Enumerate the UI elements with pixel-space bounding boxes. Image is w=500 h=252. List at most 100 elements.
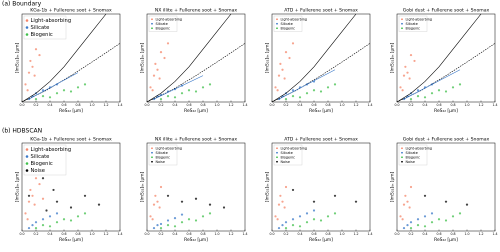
point (451, 215, 455, 218)
legend-label: Silicate (281, 22, 293, 26)
legend-marker (401, 160, 403, 163)
x-tick-label: 0.2 (408, 232, 413, 236)
legend-label: Silicate (31, 25, 50, 31)
point (27, 200, 31, 203)
legend-marker (151, 18, 153, 21)
x-tick-label: 0.4 (297, 232, 302, 236)
x-axis-label: ReS₂₂ [μm] (184, 108, 208, 114)
x-tick-label: 0.8 (450, 103, 455, 107)
point (276, 89, 279, 92)
point (284, 185, 288, 189)
point (298, 96, 302, 99)
point (159, 185, 163, 189)
x-tick-label: 0.4 (422, 232, 427, 236)
legend-label: Silicate (406, 151, 418, 155)
legend-label: Light-absorbing (281, 17, 308, 21)
legend-label: Silicate (156, 22, 168, 26)
x-tick-label: 0.2 (408, 103, 413, 107)
point (423, 96, 427, 99)
point (284, 97, 288, 101)
point (152, 74, 156, 77)
x-tick-label: 1.0 (464, 232, 469, 236)
point (208, 212, 212, 215)
x-tick-label: 0.0 (394, 232, 399, 236)
x-tick-label: 0.8 (325, 232, 330, 236)
point (279, 194, 282, 197)
legend-marker (25, 155, 29, 158)
point (409, 97, 413, 101)
legend-marker (151, 27, 153, 30)
point (283, 77, 286, 80)
point (152, 226, 156, 230)
legend-box (398, 144, 428, 166)
point (284, 226, 288, 230)
x-tick-label: 1.0 (214, 232, 219, 236)
x-tick-label: 0.2 (283, 232, 288, 236)
panel-title: ATD + Fullerene soot + Snomax (284, 137, 358, 143)
point (83, 83, 87, 86)
point (76, 86, 80, 89)
point (152, 203, 156, 206)
point (404, 65, 407, 68)
point (451, 86, 455, 89)
point (354, 200, 358, 203)
point (401, 89, 404, 92)
point (406, 224, 409, 227)
point (159, 51, 163, 54)
boundary-line (153, 75, 204, 100)
point (45, 209, 48, 212)
x-tick-label: 0.2 (33, 103, 38, 107)
point (333, 212, 337, 215)
legend-marker (401, 22, 403, 25)
legend-label: Biogenic (281, 26, 296, 30)
legend-label: Biogenic (156, 26, 171, 30)
x-tick-label: 1.0 (89, 103, 94, 107)
x-tick-label: 1.0 (464, 103, 469, 107)
legend-marker (151, 160, 153, 163)
boundary-line (403, 69, 461, 100)
point (409, 221, 413, 224)
point (83, 212, 87, 215)
x-tick-label: 0.4 (47, 232, 52, 236)
x-tick-label: 0.8 (75, 103, 80, 107)
legend-marker (25, 148, 29, 151)
point (173, 96, 177, 99)
legend-label: Biogenic (281, 155, 296, 159)
point (430, 212, 434, 215)
point (319, 219, 323, 222)
x-tick-label: 0.8 (450, 232, 455, 236)
x-tick-label: 0.8 (325, 103, 330, 107)
y-axis-label: [ImS₂₂]ₗᵢₙ [μm] (140, 171, 146, 202)
x-tick-label: 0.2 (158, 103, 163, 107)
point (62, 89, 66, 92)
x-tick-label: 0.4 (172, 232, 177, 236)
point (163, 56, 166, 60)
point (166, 42, 170, 45)
x-tick-label: 0.8 (200, 232, 205, 236)
x-tick-label: 0.6 (61, 232, 66, 236)
legend-marker (151, 151, 153, 154)
point (277, 74, 281, 77)
point (27, 226, 31, 230)
point (187, 89, 191, 92)
point (31, 194, 34, 197)
point (34, 177, 38, 180)
x-tick-label: 0.4 (422, 103, 427, 107)
legend-label: Light-absorbing (406, 146, 433, 150)
boundary-line (278, 69, 336, 100)
point (31, 65, 34, 68)
point (201, 215, 205, 218)
x-tick-label: 1.2 (103, 232, 108, 236)
legend-marker (151, 147, 153, 150)
boundary-line (396, 13, 482, 103)
point (298, 215, 302, 218)
point (444, 219, 448, 222)
point (305, 221, 309, 224)
x-axis-label: ReS₂₂ [μm] (309, 237, 333, 243)
point (326, 215, 330, 218)
x-tick-label: 1.4 (367, 232, 372, 236)
x-tick-label: 1.4 (242, 103, 247, 107)
panel: ATD + Fullerene soot + Snomax 0.0 0.2 0.4 0.… (265, 137, 373, 244)
y-axis-label: [ImS₂₂]ₗᵢₙ [μm] (15, 42, 21, 73)
